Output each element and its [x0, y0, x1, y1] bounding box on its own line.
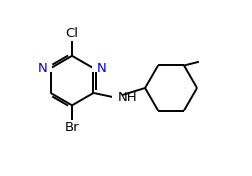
Text: NH: NH [117, 91, 137, 104]
Text: Cl: Cl [65, 27, 78, 40]
FancyBboxPatch shape [92, 64, 99, 72]
FancyBboxPatch shape [44, 64, 52, 72]
Text: N: N [38, 62, 47, 75]
Text: N: N [96, 62, 106, 75]
Text: Br: Br [65, 121, 79, 134]
FancyBboxPatch shape [67, 34, 77, 41]
FancyBboxPatch shape [111, 94, 122, 101]
FancyBboxPatch shape [67, 120, 77, 128]
